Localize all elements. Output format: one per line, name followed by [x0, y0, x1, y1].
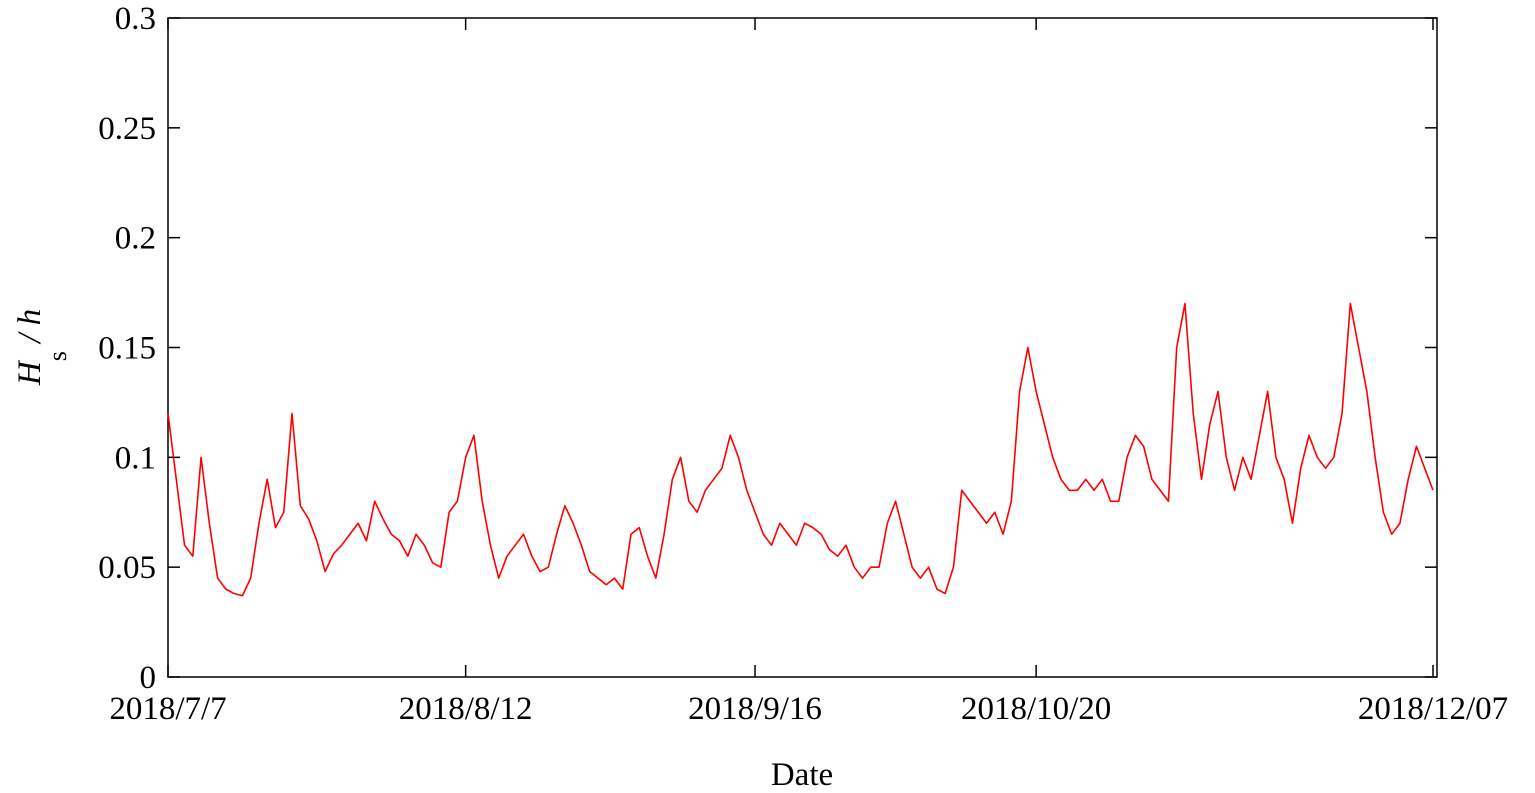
y-tick-label: 0.15	[98, 331, 156, 367]
y-tick-label: 0.05	[98, 550, 156, 586]
x-tick-label: 2018/10/20	[961, 691, 1111, 727]
y-tick-label: 0.1	[115, 440, 156, 476]
y-tick-label: 0.3	[115, 1, 156, 37]
x-tick-label: 2018/7/7	[109, 691, 226, 727]
x-axis-label: Date	[771, 757, 833, 793]
x-tick-label: 2018/8/12	[399, 691, 533, 727]
y-axis-label: Hs / h	[12, 309, 72, 386]
y-label-main: H	[12, 359, 48, 386]
x-tick-label: 2018/12/07	[1358, 691, 1508, 727]
x-tick-label: 2018/9/16	[688, 691, 822, 727]
y-tick-label: 0	[140, 660, 157, 696]
y-label-rest: / h	[12, 309, 48, 351]
data-line	[167, 302, 1434, 597]
y-tick-label: 0.25	[98, 111, 156, 147]
y-label-sub: s	[43, 351, 72, 361]
y-tick-label: 0.2	[115, 221, 156, 257]
plot-frame	[167, 17, 1438, 678]
